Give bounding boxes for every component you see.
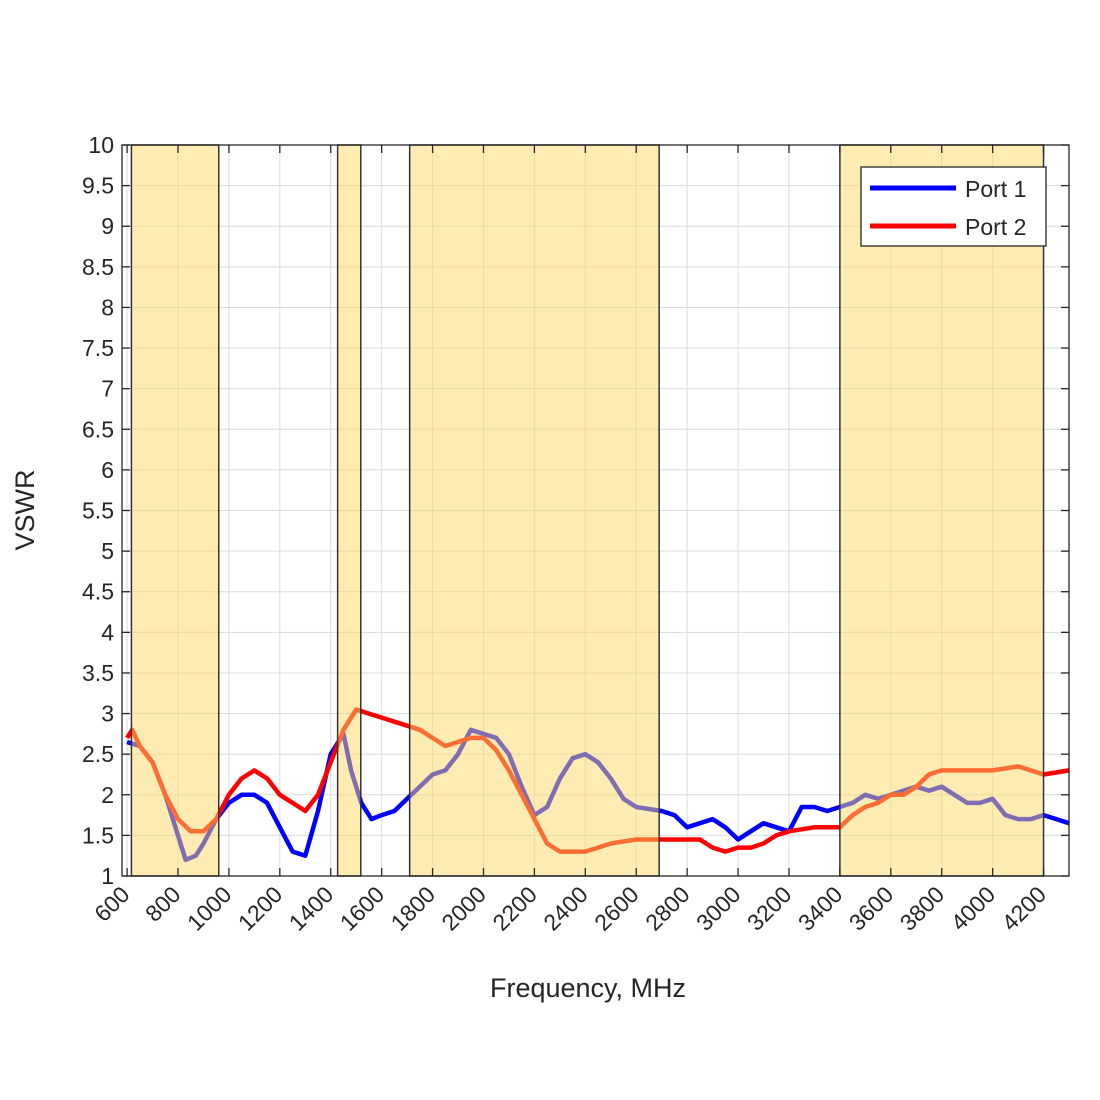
x-tick-label: 2400 (538, 881, 593, 936)
x-tick-label: 1200 (233, 881, 288, 936)
x-tick-label: 3800 (895, 881, 950, 936)
x-tick-label: 800 (140, 881, 186, 927)
legend-label-port-1: Port 1 (965, 176, 1026, 202)
x-tick-label: 3600 (844, 881, 899, 936)
y-tick-label: 8.5 (82, 254, 114, 280)
x-tick-label: 1000 (182, 881, 237, 936)
y-tick-label: 5 (101, 538, 114, 564)
y-tick-label: 9.5 (82, 173, 114, 199)
x-tick-label: 3400 (793, 881, 848, 936)
legend: Port 1 Port 2 (860, 166, 1047, 247)
y-tick-label: 7.5 (82, 335, 114, 361)
y-tick-label: 7 (101, 376, 114, 402)
x-tick-label: 4000 (946, 881, 1001, 936)
y-tick-label: 6.5 (82, 416, 114, 442)
x-tick-label: 2600 (589, 881, 644, 936)
x-tick-label: 1800 (386, 881, 441, 936)
frequency-band (839, 144, 1045, 877)
y-tick-label: 10 (88, 132, 114, 158)
x-tick-label: 3000 (691, 881, 746, 936)
x-tick-label: 4200 (997, 881, 1052, 936)
frequency-band (130, 144, 220, 877)
y-tick-label: 4 (101, 619, 114, 645)
y-axis-label: VSWR (10, 470, 40, 551)
y-tick-label: 3.5 (82, 660, 114, 686)
frequency-band (336, 144, 362, 877)
y-tick-label: 5.5 (82, 498, 114, 524)
legend-label-port-2: Port 2 (965, 214, 1026, 240)
y-tick-label: 4.5 (82, 579, 114, 605)
frequency-band (408, 144, 660, 877)
y-tick-label: 6 (101, 457, 114, 483)
x-axis-label: Frequency, MHz (490, 973, 686, 1003)
y-tick-label: 1 (101, 863, 114, 889)
y-tick-label: 3 (101, 701, 114, 727)
x-tick-label: 1400 (284, 881, 339, 936)
frequency-bands (130, 144, 1045, 877)
x-tick-label: 2800 (640, 881, 695, 936)
y-tick-label: 2 (101, 782, 114, 808)
y-tick-label: 1.5 (82, 822, 114, 848)
x-tick-label: 1600 (335, 881, 390, 936)
y-tick-label: 2.5 (82, 741, 114, 767)
x-tick-label: 3200 (742, 881, 797, 936)
legend-box (860, 166, 1047, 247)
y-tick-label: 9 (101, 213, 114, 239)
x-tick-label: 2000 (436, 881, 491, 936)
y-tick-label: 8 (101, 294, 114, 320)
x-tick-label: 2200 (487, 881, 542, 936)
